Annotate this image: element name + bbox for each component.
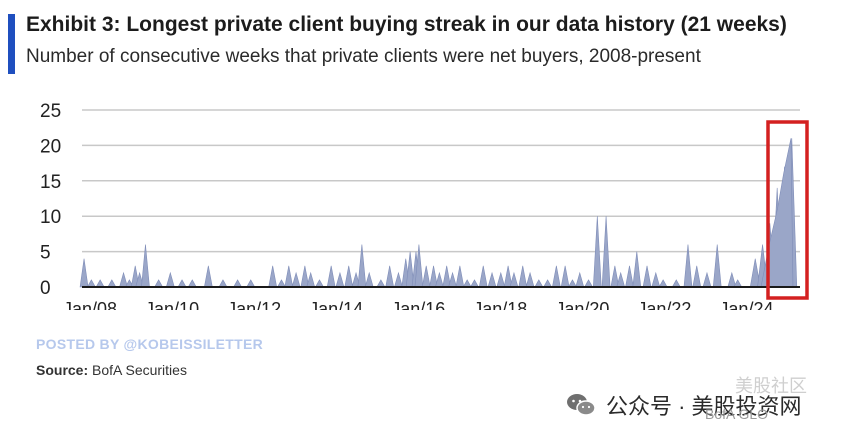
watermark: POSTED BY @KOBEISSILETTER — [36, 336, 264, 352]
x-tick-label: Jan/12 — [227, 299, 281, 310]
data-spike — [584, 279, 594, 288]
data-spike — [632, 251, 642, 288]
chart-subtitle: Number of consecutive weeks that private… — [26, 46, 701, 67]
data-spike — [177, 279, 187, 288]
data-spike — [385, 265, 395, 288]
y-tick-label: 25 — [40, 101, 61, 122]
data-spike — [560, 265, 570, 288]
source-note: Source: BofA Securities — [36, 362, 187, 378]
data-spike — [154, 279, 164, 288]
data-spike — [692, 265, 702, 288]
y-tick-label: 20 — [40, 136, 61, 157]
data-spike — [658, 279, 668, 288]
x-tick-label: Jan/24 — [719, 299, 773, 310]
bofa-tag: BofA GLO — [705, 406, 769, 422]
data-spike — [268, 265, 278, 288]
data-spike — [421, 265, 431, 288]
data-spike — [671, 279, 681, 288]
data-spike — [534, 279, 544, 288]
x-tick-label: Jan/10 — [145, 299, 199, 310]
data-spike — [79, 258, 89, 288]
data-spike — [246, 279, 256, 288]
data-spike — [107, 279, 117, 288]
data-spike — [95, 279, 105, 288]
wechat-icon — [566, 392, 596, 418]
corner-watermark: 美股社区 — [735, 376, 807, 396]
data-spike — [469, 279, 479, 288]
streak-area — [760, 138, 794, 288]
wechat-text: 公众号 · 美股投资网 — [606, 394, 802, 419]
x-tick-label: Jan/18 — [473, 299, 527, 310]
data-spike — [642, 265, 652, 288]
x-tick-label: Jan/14 — [309, 299, 363, 310]
streak-chart: 0 5 10 15 20 25 Jan/08 Jan/10 Jan/12 Jan/14 Jan/16… — [40, 101, 809, 310]
data-spike — [284, 265, 294, 288]
data-spike — [364, 271, 374, 288]
data-spike — [276, 279, 286, 288]
data-spike — [344, 265, 354, 288]
data-spike — [552, 265, 561, 288]
data-spike — [625, 265, 634, 288]
highlight-box — [766, 120, 809, 300]
data-spike — [616, 271, 626, 288]
y-tick-label: 0 — [40, 278, 51, 299]
wechat-badge: 公众号 · 美股投资网 — [566, 388, 802, 422]
data-spike — [218, 279, 228, 288]
data-spike — [478, 265, 488, 288]
data-spike — [525, 271, 535, 288]
data-spike — [326, 265, 336, 288]
data-spike — [575, 271, 585, 288]
data-spike — [567, 279, 577, 288]
data-spike — [543, 279, 553, 288]
data-spike — [291, 271, 301, 288]
x-tick-label: Jan/20 — [555, 299, 609, 310]
data-spike — [314, 279, 324, 288]
data-spike — [187, 279, 197, 288]
data-spike — [434, 271, 444, 288]
data-spike — [335, 271, 345, 288]
data-spike — [448, 271, 457, 288]
x-tick-label: Jan/22 — [637, 299, 691, 310]
data-spike — [518, 265, 528, 288]
data-spike — [462, 279, 472, 288]
title-accent-bar — [8, 14, 15, 74]
data-spike — [702, 271, 712, 288]
chart-title: Exhibit 3: Longest private client buying… — [26, 13, 787, 36]
data-spike — [376, 279, 386, 288]
y-tick-label: 15 — [40, 172, 61, 193]
source-text: BofA Securities — [92, 362, 187, 378]
data-spike — [233, 279, 243, 288]
x-tick-label: Jan/08 — [63, 299, 117, 310]
y-tick-label: 5 — [40, 243, 51, 264]
data-spike — [203, 265, 213, 288]
data-spike — [306, 271, 316, 288]
x-tick-label: Jan/16 — [391, 299, 445, 310]
data-spike — [165, 271, 175, 288]
data-spike — [651, 271, 661, 288]
y-tick-label: 10 — [40, 207, 61, 228]
data-spike — [509, 271, 519, 288]
source-label: Source: — [36, 362, 89, 378]
data-spike — [86, 279, 96, 288]
data-spike — [455, 265, 465, 288]
data-spike — [394, 271, 403, 288]
data-spike — [487, 271, 497, 288]
data-spike — [496, 271, 506, 288]
